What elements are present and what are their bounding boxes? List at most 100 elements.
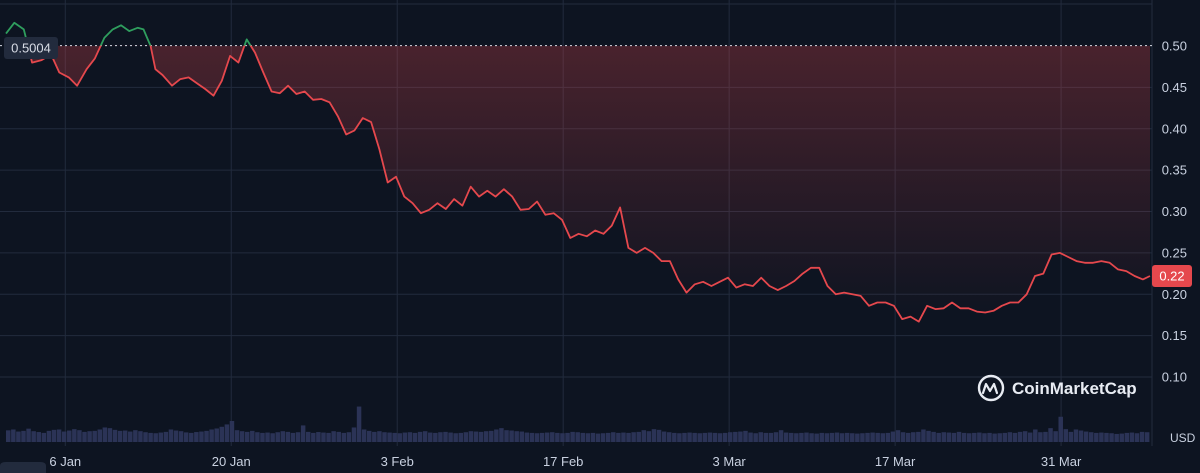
volume-bar — [870, 432, 875, 442]
reference-price-badge: 0.5004 — [4, 37, 58, 59]
y-tick-label: 0.15 — [1162, 328, 1187, 343]
volume-bar — [433, 432, 438, 442]
volume-bar — [214, 428, 219, 442]
volume-bar — [199, 431, 204, 442]
volume-bar — [102, 427, 108, 442]
volume-bar — [712, 432, 718, 442]
volume-bar — [890, 431, 896, 442]
y-tick-label: 0.40 — [1162, 121, 1187, 136]
volume-bar — [1094, 432, 1099, 442]
volume-bar — [550, 432, 555, 442]
volume-bar — [234, 430, 240, 442]
volume-bar — [1134, 433, 1140, 442]
x-tick-label: 31 Mar — [1041, 454, 1082, 469]
volume-bar — [326, 432, 331, 442]
volume-bar — [153, 433, 158, 442]
volume-bar — [905, 432, 911, 442]
volume-bar — [173, 430, 179, 442]
volume-bar — [936, 432, 941, 442]
volume-bar — [844, 432, 850, 442]
volume-bars — [6, 406, 1150, 442]
volume-bar — [494, 429, 499, 442]
volume-bar — [458, 432, 463, 442]
volume-bar — [6, 430, 11, 442]
volume-bar — [204, 430, 209, 442]
volume-bar — [763, 432, 769, 442]
volume-bar — [590, 432, 596, 442]
volume-bar — [443, 431, 448, 442]
volume-bar — [387, 432, 392, 442]
brand-watermark: CoinMarketCap — [977, 374, 1137, 402]
volume-bar — [926, 430, 931, 442]
volume-bar — [789, 432, 794, 442]
volume-bar — [290, 432, 296, 442]
volume-bar — [1068, 431, 1074, 442]
volume-bar — [529, 432, 535, 442]
volume-bar — [682, 432, 687, 442]
volume-bar — [534, 433, 540, 442]
volume-bar — [97, 429, 103, 442]
volume-bar — [738, 431, 743, 442]
volume-bar — [1078, 430, 1084, 442]
volume-bar — [804, 432, 809, 442]
volume-bar — [977, 432, 982, 442]
volume-bar — [448, 432, 453, 442]
volume-bar — [128, 431, 133, 442]
volume-bar — [412, 432, 418, 442]
volume-bar — [1048, 428, 1053, 442]
volume-bar — [305, 431, 311, 442]
volume-bar — [727, 432, 733, 442]
x-tick-label: 20 Jan — [212, 454, 251, 469]
volume-bar — [356, 406, 362, 442]
volume-bar — [392, 432, 397, 442]
volume-bar — [824, 433, 830, 442]
price-line-below — [26, 45, 1151, 323]
volume-bar — [453, 433, 458, 442]
volume-bar — [946, 432, 952, 442]
volume-bar — [107, 428, 113, 442]
volume-bar — [931, 431, 936, 442]
price-line — [5, 21, 1151, 323]
volume-bar — [361, 429, 367, 442]
volume-bar — [489, 430, 494, 442]
volume-bar — [855, 433, 860, 442]
y-tick-label: 0.20 — [1162, 287, 1187, 302]
volume-bar — [656, 429, 662, 442]
volume-bar — [163, 431, 169, 442]
volume-bar — [428, 432, 433, 442]
volume-bar — [651, 429, 657, 442]
volume-bar — [377, 431, 382, 442]
scroll-handle[interactable] — [0, 462, 46, 473]
volume-bar — [1124, 432, 1130, 442]
volume-bar — [31, 431, 36, 442]
volume-bar — [951, 432, 957, 442]
volume-bar — [672, 432, 677, 442]
volume-bar — [36, 432, 41, 442]
volume-bar — [585, 433, 591, 442]
y-tick-label: 0.25 — [1162, 245, 1187, 260]
currency-label: USD — [1170, 431, 1196, 445]
volume-bar — [621, 432, 626, 442]
volume-bar — [987, 432, 992, 442]
volume-bar — [819, 432, 824, 442]
volume-bar — [702, 432, 708, 442]
volume-bar — [178, 431, 184, 442]
volume-bar — [611, 432, 616, 442]
volume-bar — [26, 428, 31, 442]
volume-bar — [148, 432, 153, 442]
volume-bar — [768, 432, 774, 442]
volume-bar — [1038, 432, 1043, 442]
volume-bar — [1129, 432, 1135, 442]
volume-bar — [372, 431, 377, 442]
volume-bar — [402, 432, 408, 442]
volume-bar — [438, 432, 443, 442]
volume-bar — [916, 431, 921, 442]
coinmarketcap-logo-icon — [977, 374, 1005, 402]
volume-bar — [397, 433, 402, 442]
volume-bar — [773, 432, 779, 442]
current-price-label: 0.22 — [1159, 269, 1184, 284]
volume-bar — [275, 432, 280, 442]
volume-bar — [11, 429, 16, 442]
volume-bar — [1114, 433, 1119, 442]
